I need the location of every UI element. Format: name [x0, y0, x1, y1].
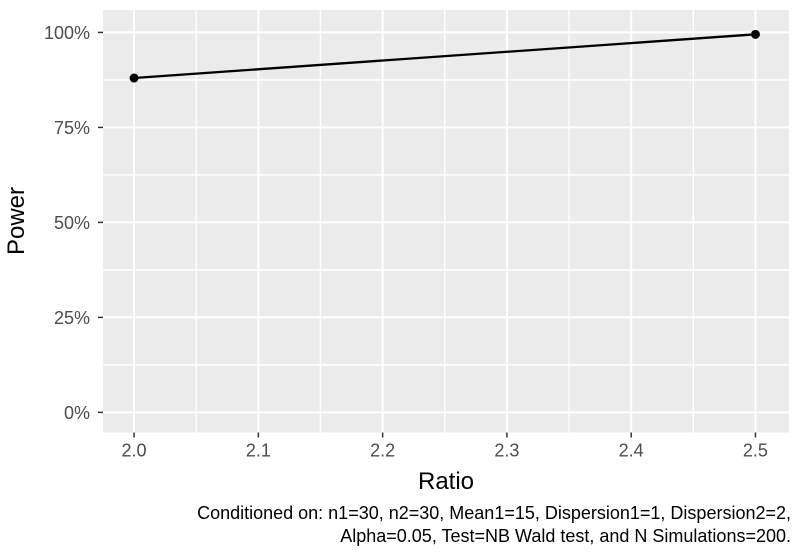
power-line-series — [133, 33, 756, 80]
data-point — [750, 29, 760, 39]
axis-ticks — [98, 31, 757, 438]
y-axis-tick-label: 100% — [44, 23, 90, 43]
x-axis-tick-label: 2.5 — [743, 441, 768, 461]
x-axis-tick-label: 2.0 — [122, 441, 147, 461]
y-axis-tick-label: 75% — [54, 118, 90, 138]
caption-line-1: Conditioned on: n1=30, n2=30, Mean1=15, … — [197, 503, 791, 523]
y-axis-tick-label: 50% — [54, 213, 90, 233]
y-axis-title: Power — [3, 187, 30, 255]
y-axis-tick-label: 0% — [64, 403, 90, 423]
axis-tick-labels: 2.0 2.1 2.2 2.3 2.4 2.5 0% 25% 50% 75% 100% — [44, 23, 768, 461]
x-axis-tick-label: 2.4 — [619, 441, 644, 461]
power-line — [133, 33, 756, 80]
data-points — [129, 29, 760, 83]
x-axis-tick-label: 2.2 — [370, 441, 395, 461]
gridlines-major — [103, 10, 789, 433]
gridlines-minor — [103, 10, 789, 433]
x-axis-tick-label: 2.1 — [246, 441, 271, 461]
y-axis-tick-label: 25% — [54, 308, 90, 328]
caption-line-2: Alpha=0.05, Test=NB Wald test, and N Sim… — [340, 526, 791, 546]
data-point — [129, 73, 139, 83]
x-axis-tick-label: 2.3 — [494, 441, 519, 461]
x-axis-title: Ratio — [418, 468, 474, 495]
